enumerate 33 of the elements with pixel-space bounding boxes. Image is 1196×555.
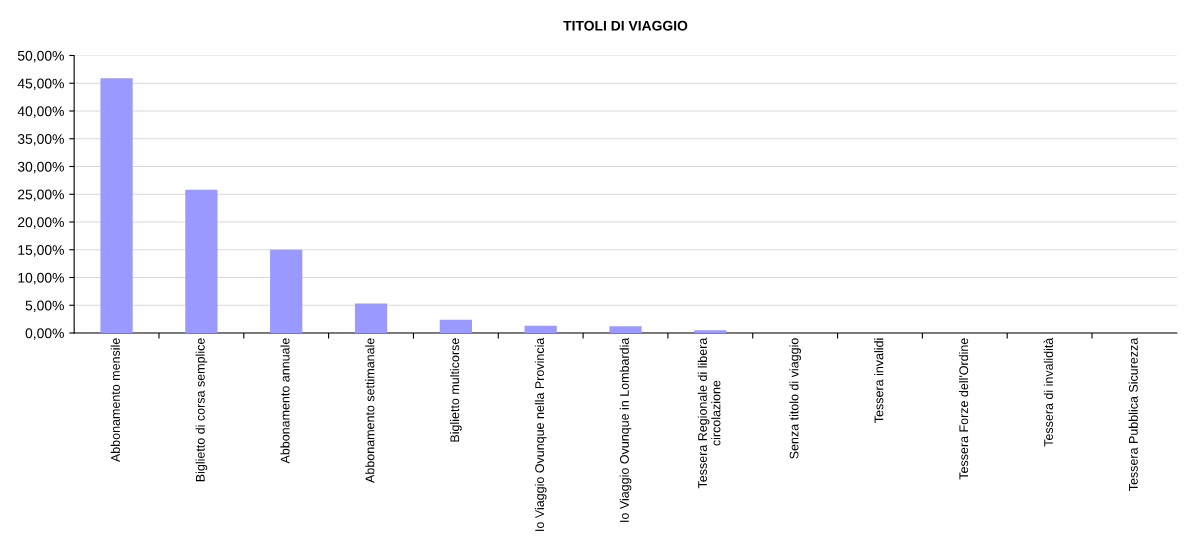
x-tick-label: Abbonamento annuale [280,338,290,464]
bar [524,325,557,333]
y-tick-label: 45,00% [17,78,64,91]
x-tick-label: Biglietto multicorse [450,338,462,442]
x-tick-label: Io Viaggio Ovunque in Lombardia [619,337,632,522]
y-tick-label: 20,00% [18,217,64,229]
bar [270,249,303,333]
x-tick-label: Tessera Forze dell'Ordine [958,338,969,480]
y-tick-label: 5,00% [25,300,64,313]
x-tick-label: Senza titolo di viaggio [789,338,801,459]
y-tick-label: 10,00% [18,272,64,285]
y-tick-label: 40,00% [17,106,64,118]
chart-title: TITOLI DI VIAGGIO [563,20,688,31]
x-tick-label: Tessera di invalidità [1043,337,1053,447]
x-tick-label: Tessera Pubblica Sicurezza [1128,337,1138,491]
y-tick-label: 35,00% [17,134,64,146]
x-tick-label: Tessera invalidi [874,338,884,423]
x-tick-label: Abbonamento settimanale [365,338,375,483]
bar [439,319,472,333]
bar [185,189,218,333]
x-tick-label: Biglietto di corsa semplice [195,338,208,482]
bar [100,78,133,333]
x-tick-label: Abbonamento mensile [110,338,120,463]
bar [354,303,388,333]
bar [694,330,727,333]
bar [609,326,642,333]
y-tick-label: 0,00% [25,328,64,340]
y-tick-label: 30,00% [17,161,64,174]
y-tick-label: 50,00% [17,50,64,63]
x-tick-label: Io Viaggio Ovunque nella Provincia [534,337,547,531]
y-tick-label: 15,00% [18,245,64,257]
x-tick-label: Tessera Regionale di libera circolazione [697,337,721,489]
y-tick-label: 25,00% [18,189,64,202]
